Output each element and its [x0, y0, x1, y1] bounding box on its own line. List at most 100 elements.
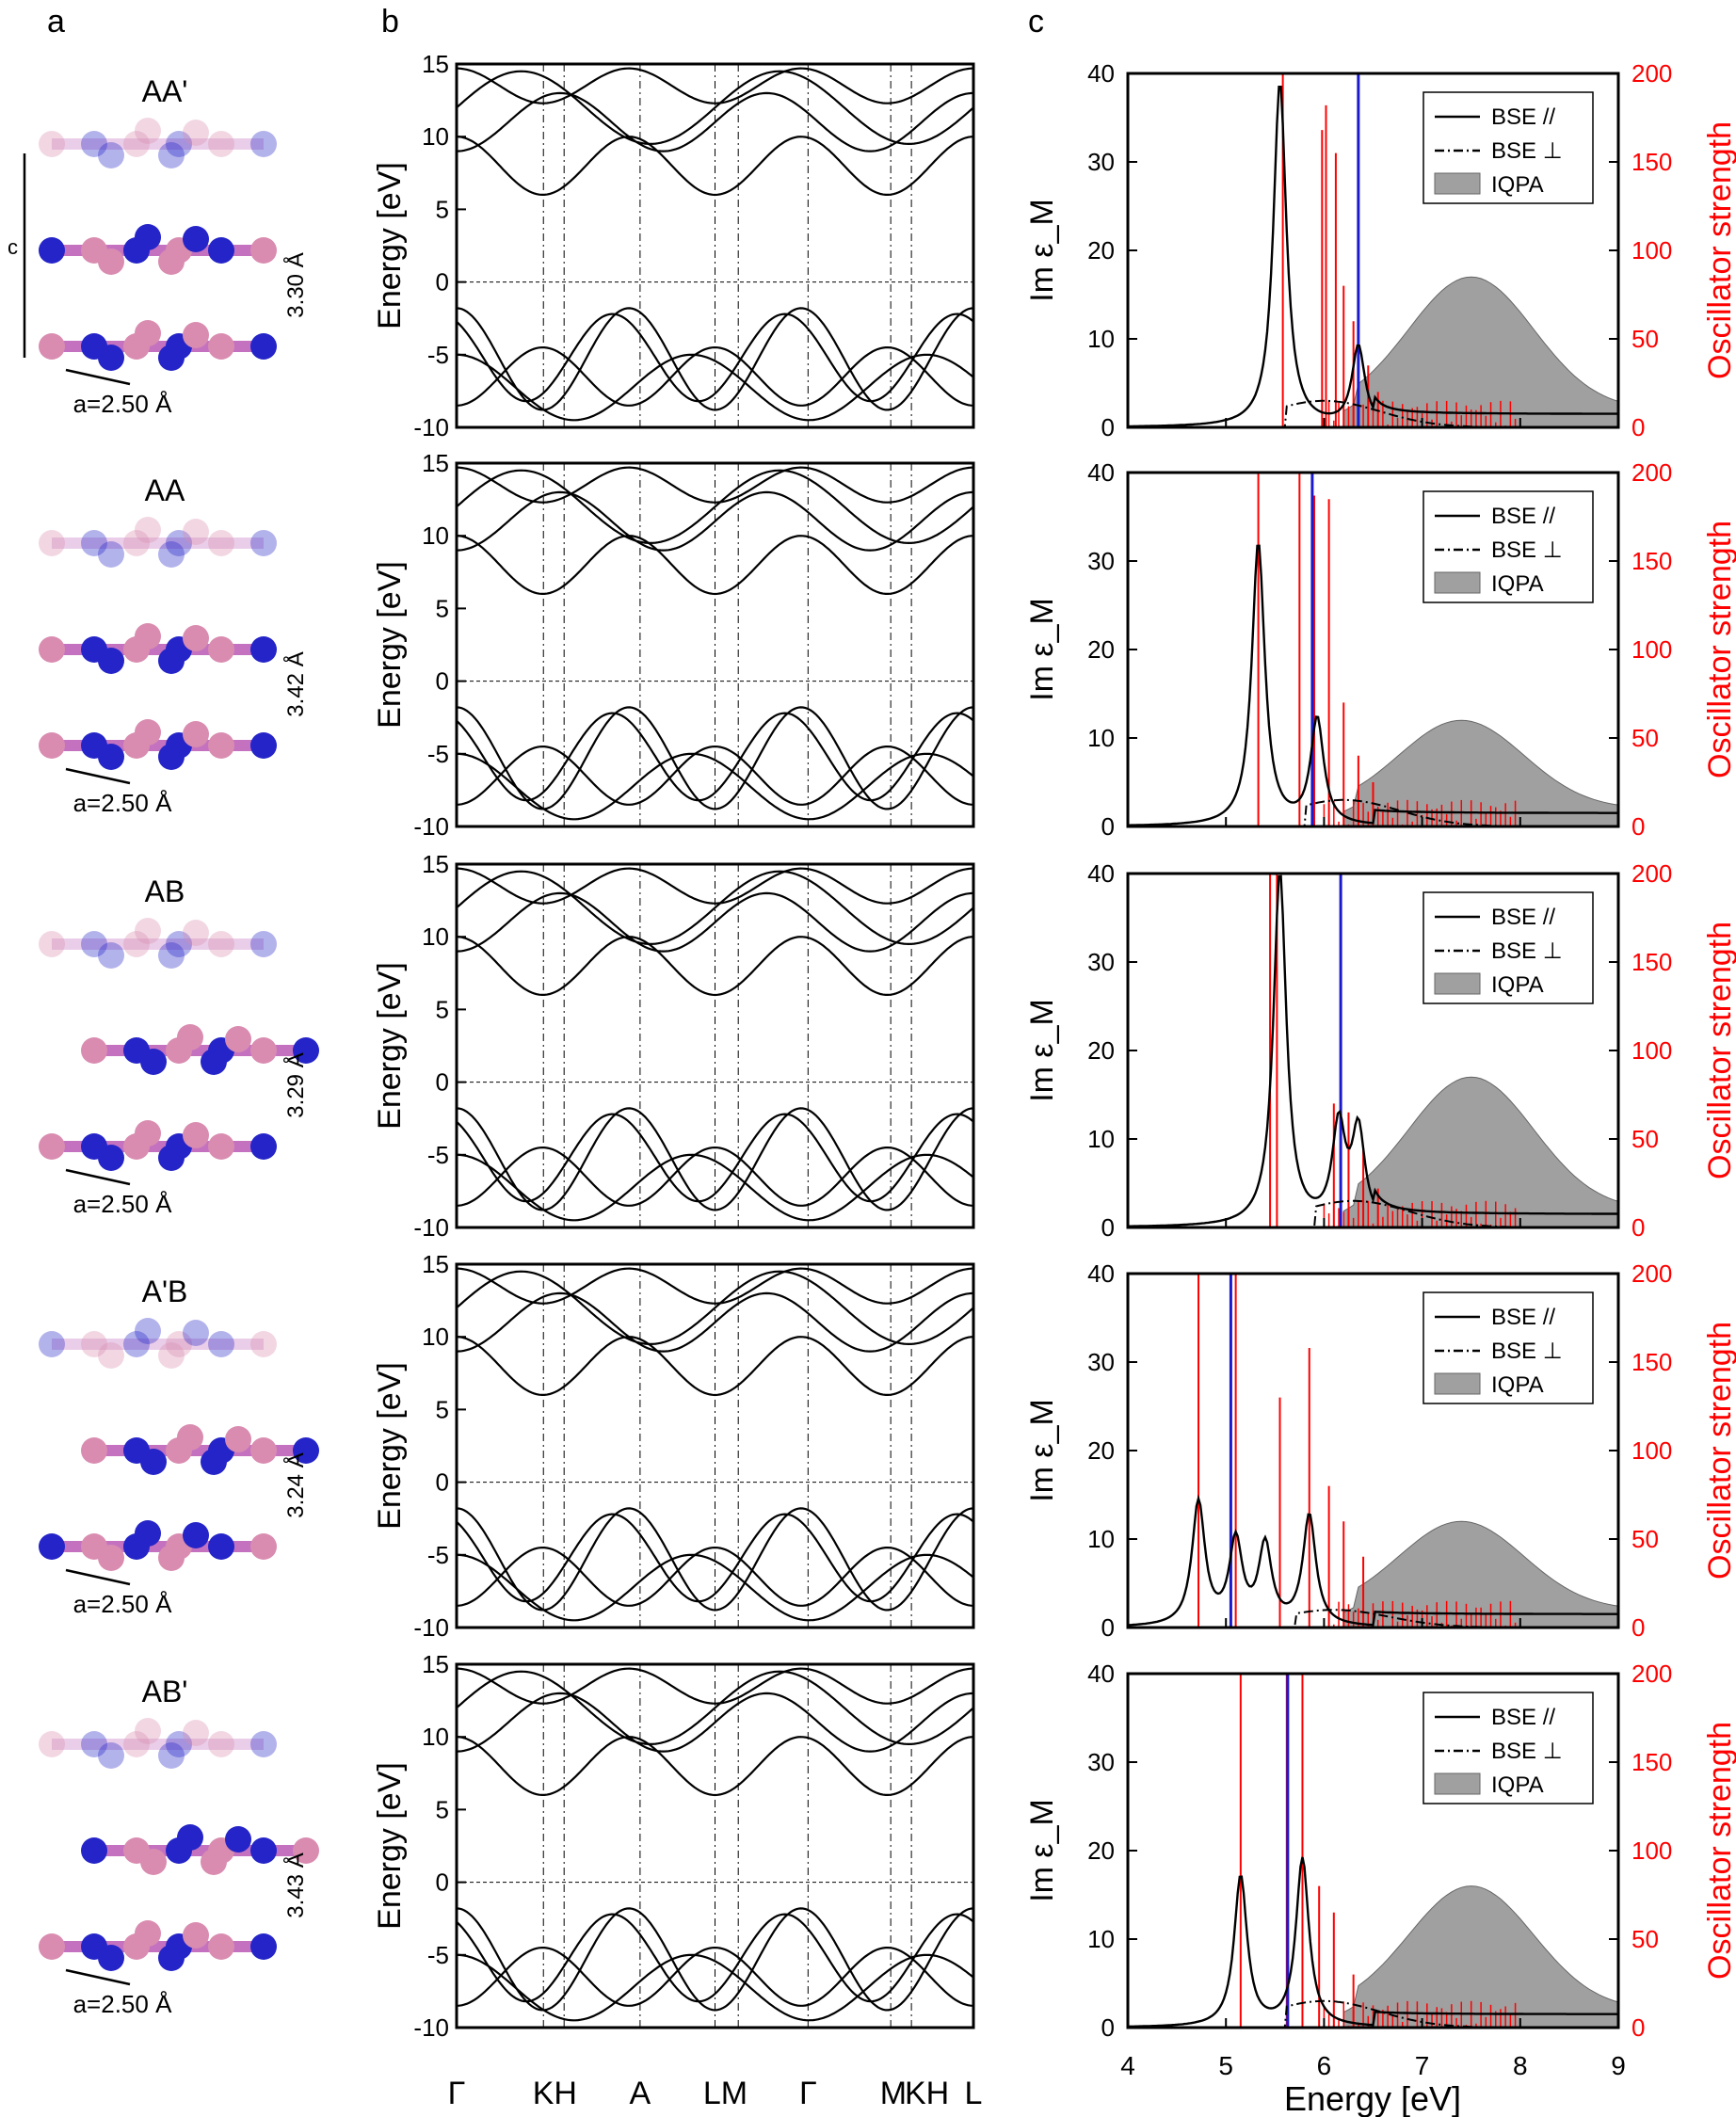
right-tick-label: 150 — [1632, 547, 1672, 575]
left-tick-label: 30 — [1087, 547, 1115, 575]
x-axis-label: Energy [eV] — [1284, 2079, 1461, 2117]
atom — [183, 1720, 209, 1746]
band-line — [456, 1953, 974, 2022]
atom — [81, 530, 107, 556]
band-structure-column: -10 -5 0 5 10 15 Energy [eV] -10 -5 0 5 10 15 Energy … — [372, 50, 982, 2111]
iqpa-area — [1342, 276, 1619, 428]
iqpa-area — [1342, 1885, 1619, 2029]
band-line — [456, 91, 974, 152]
bond — [52, 1339, 264, 1350]
structure-2: AB 3.29 Å a=2.50 Å — [39, 874, 319, 1218]
legend-iqpa-swatch — [1434, 972, 1481, 995]
atom — [201, 1849, 227, 1875]
left-axis-label: Im ε_M — [1024, 999, 1060, 1102]
legend-bse-perp: BSE ⊥ — [1491, 1339, 1563, 1364]
y-tick-label: 10 — [422, 1323, 449, 1351]
lattice-arrow — [65, 368, 131, 386]
bse-parallel-line — [1128, 86, 1618, 428]
k-label: Γ — [799, 2076, 817, 2111]
legend-iqpa-swatch — [1434, 571, 1481, 594]
bond — [52, 938, 264, 950]
band-line — [456, 1913, 974, 2003]
legend-iqpa: IQPA — [1491, 172, 1544, 198]
y-tick-label: 5 — [436, 1795, 449, 1823]
atom — [135, 1718, 161, 1744]
structure-3: A'B 3.24 Å a=2.50 Å — [39, 1275, 319, 1618]
atom — [158, 345, 185, 371]
structure-name: A'B — [142, 1275, 188, 1308]
right-tick-label: 150 — [1632, 948, 1672, 976]
lattice-arrow — [65, 1568, 131, 1586]
atom — [183, 120, 209, 146]
y-tick-label: 10 — [422, 521, 449, 550]
left-tick-label: 20 — [1087, 1436, 1115, 1465]
atom — [135, 517, 161, 543]
right-tick-label: 100 — [1632, 1036, 1672, 1065]
y-tick-label: -10 — [413, 812, 449, 841]
band-panel-4: -10 -5 0 5 10 15 Energy [eV] — [372, 1650, 975, 2042]
left-tick-label: 10 — [1087, 1925, 1115, 1953]
right-tick-label: 0 — [1632, 413, 1645, 441]
atom — [158, 648, 185, 674]
lattice-arrow — [65, 1968, 131, 1986]
atom — [177, 1024, 203, 1050]
atom — [166, 1331, 192, 1357]
band-line — [456, 67, 974, 104]
bond — [52, 138, 264, 150]
band-line — [456, 1553, 974, 1622]
y-axis-label: Energy [eV] — [372, 162, 408, 329]
atom — [135, 224, 161, 250]
atom — [135, 1520, 161, 1547]
atom — [39, 1533, 65, 1560]
structure-4: AB' 3.43 Å a=2.50 Å — [39, 1675, 319, 2018]
interlayer-distance: 3.24 Å — [282, 1452, 309, 1517]
left-tick-label: 20 — [1087, 1036, 1115, 1065]
lattice-label: a=2.50 Å — [73, 1190, 172, 1218]
atom — [39, 1331, 65, 1357]
structure-0: AA' 3.30 Å a=2.50 Å c — [8, 74, 309, 418]
interlayer-distance: 3.42 Å — [282, 651, 309, 716]
x-tick-label: 7 — [1415, 2051, 1430, 2080]
y-tick-label: -10 — [413, 1613, 449, 1642]
left-tick-label: 30 — [1087, 1348, 1115, 1376]
atom — [135, 623, 161, 650]
atom — [81, 1037, 107, 1064]
atom — [208, 1533, 234, 1560]
left-tick-label: 10 — [1087, 1525, 1115, 1553]
atom — [208, 237, 234, 264]
atom — [123, 1731, 150, 1757]
atom — [39, 931, 65, 957]
band-line — [456, 136, 974, 197]
atom — [98, 541, 124, 568]
atom — [135, 719, 161, 746]
right-tick-label: 200 — [1632, 59, 1672, 88]
atom — [98, 1145, 124, 1171]
lattice-label: a=2.50 Å — [73, 1590, 172, 1618]
legend-bse-parallel: BSE // — [1491, 104, 1555, 130]
band-panel-2: -10 -5 0 5 10 15 Energy [eV] — [372, 850, 975, 1242]
legend-iqpa-swatch — [1434, 1372, 1481, 1395]
atom — [183, 625, 209, 651]
optics-panel-0: 0 10 20 30 40 0 50 100 150 200 Im ε_M Oscillator st… — [1024, 59, 1736, 441]
atom — [158, 1945, 185, 1971]
atom — [250, 636, 277, 663]
left-tick-label: 0 — [1101, 2013, 1115, 2042]
right-tick-label: 100 — [1632, 1836, 1672, 1865]
left-tick-label: 40 — [1087, 1259, 1115, 1288]
atom — [158, 1742, 185, 1769]
bond — [52, 537, 264, 549]
structure-1: AA 3.42 Å a=2.50 Å — [39, 473, 309, 817]
y-tick-label: -10 — [413, 413, 449, 441]
y-tick-label: 15 — [422, 1250, 449, 1278]
atom — [250, 1037, 277, 1064]
atom — [166, 931, 192, 957]
band-line — [456, 313, 974, 403]
bond — [52, 1739, 264, 1750]
right-tick-label: 0 — [1632, 812, 1645, 841]
left-tick-label: 10 — [1087, 724, 1115, 752]
atom — [166, 1731, 192, 1757]
right-axis-label: Oscillator strength — [1702, 1322, 1736, 1580]
left-tick-label: 40 — [1087, 859, 1115, 888]
y-tick-label: 5 — [436, 594, 449, 622]
